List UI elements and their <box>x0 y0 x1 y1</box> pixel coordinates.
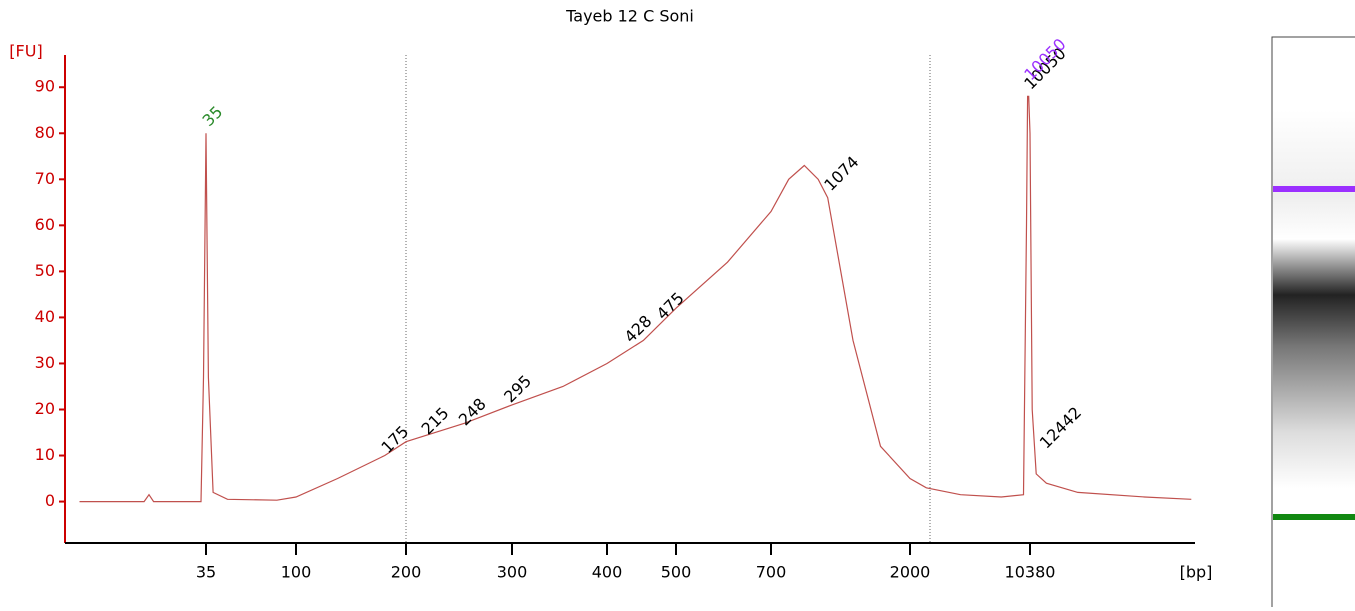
gel-band <box>1273 514 1355 520</box>
y-tick-label: 20 <box>35 399 55 418</box>
y-tick-label: 10 <box>35 445 55 464</box>
x-axis-label: [bp] <box>1180 563 1213 582</box>
peak-label: 295 <box>500 371 535 406</box>
x-tick-label: 300 <box>497 563 528 582</box>
y-tick-label: 0 <box>45 491 55 510</box>
y-tick-label: 70 <box>35 169 55 188</box>
gel-lane <box>1273 110 1355 540</box>
peak-label: 1074 <box>820 152 862 194</box>
x-tick-label: 2000 <box>890 563 931 582</box>
y-tick-label: 80 <box>35 123 55 142</box>
x-tick-label: 10380 <box>1005 563 1056 582</box>
x-tick-label: 35 <box>196 563 216 582</box>
y-tick-label: 30 <box>35 353 55 372</box>
y-tick-label: 40 <box>35 307 55 326</box>
x-tick-label: 200 <box>391 563 422 582</box>
trace <box>79 95 1192 503</box>
chart-title: Tayeb 12 C Soni <box>565 7 694 26</box>
y-tick-label: 60 <box>35 215 55 234</box>
x-tick-label: 400 <box>592 563 623 582</box>
peak-label: 35 <box>199 102 227 130</box>
y-tick-label: 90 <box>35 77 55 96</box>
gel-band <box>1273 186 1355 192</box>
x-tick-label: 500 <box>661 563 692 582</box>
peak-label: 428 <box>620 311 655 346</box>
peak-label: 12442 <box>1036 403 1085 452</box>
y-tick-label: 50 <box>35 261 55 280</box>
x-tick-label: 700 <box>756 563 787 582</box>
x-tick-label: 100 <box>281 563 312 582</box>
peak-label: 175 <box>377 422 412 457</box>
peak-label: 215 <box>417 403 452 438</box>
peak-label: 475 <box>653 288 688 323</box>
y-axis-label: [FU] <box>9 42 42 61</box>
